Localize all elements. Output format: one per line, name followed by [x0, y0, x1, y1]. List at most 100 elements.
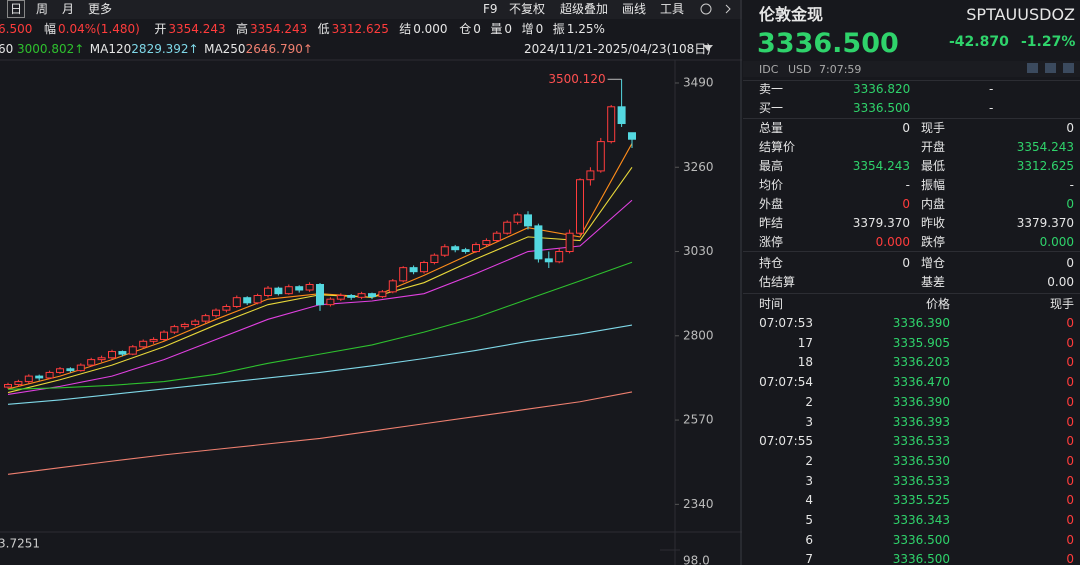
divider: [743, 293, 1080, 294]
divider: [743, 251, 1080, 252]
tool-button[interactable]: F9: [483, 2, 498, 16]
info-label: 幅: [44, 22, 57, 36]
stat-label: 结算价: [759, 140, 796, 154]
icon-button[interactable]: [1045, 63, 1056, 73]
info-label: 高: [236, 22, 249, 36]
trade-volume: 0: [1066, 316, 1074, 330]
candle-body: [56, 368, 64, 373]
book-label: 买一: [759, 101, 784, 115]
settings-icon[interactable]: [700, 3, 712, 15]
candle-body: [191, 320, 200, 325]
candle-body: [378, 291, 387, 298]
y-tick-label: 2570: [683, 413, 714, 427]
info-label: 低: [317, 22, 330, 36]
trade-time: 5: [805, 513, 813, 527]
trade-time: 3: [805, 473, 813, 488]
book-price: 3336.500: [853, 101, 911, 115]
stat-value: 3354.243: [1016, 140, 1074, 154]
stat-value: -: [1069, 178, 1074, 192]
currency: USD: [788, 63, 812, 76]
icon-button[interactable]: [1027, 63, 1038, 73]
candle-body: [160, 331, 168, 340]
candle-body: [565, 232, 574, 253]
candle-body: [253, 294, 262, 304]
stat-label: 昨收: [921, 216, 946, 230]
toolbar-bg: [0, 0, 742, 19]
trade-volume: 0: [1066, 473, 1074, 488]
info-value: 0.04%(1.480): [58, 22, 140, 36]
period-tab[interactable]: 日: [7, 0, 26, 18]
trade-time: 17: [797, 335, 813, 350]
candle-body: [368, 293, 376, 298]
source-bar: [743, 61, 1080, 77]
candle-body: [440, 246, 449, 256]
stat-label: 基差: [921, 275, 946, 289]
period-tab[interactable]: 周: [36, 2, 49, 16]
stat-label: 振幅: [921, 178, 946, 192]
trade-time: 6: [805, 532, 813, 547]
info-label: 开: [154, 22, 167, 36]
date-range: 2024/11/21-2025/04/23(108日): [524, 42, 711, 56]
period-tab[interactable]: 月: [62, 2, 75, 16]
info-label: 量: [490, 22, 503, 36]
candle-body: [524, 214, 532, 227]
candle-body: [534, 225, 543, 260]
trade-time: 7: [805, 552, 813, 565]
trade-price: 3335.905: [892, 335, 950, 350]
candle-body: [576, 179, 584, 234]
info-value: 3312.625: [331, 22, 389, 36]
candle-body: [170, 326, 179, 333]
trade-price: 3336.500: [892, 532, 950, 547]
candle-body: [108, 351, 116, 359]
info-label: 增: [521, 22, 534, 36]
instrument-code: SPTAUUSDOZ: [966, 5, 1075, 24]
instrument-name: 伦敦金现: [759, 5, 824, 24]
stat-value: 3312.625: [1016, 159, 1074, 173]
candle-body: [14, 381, 23, 386]
icon-button[interactable]: [1063, 63, 1074, 73]
stat-value: 0.000: [1039, 235, 1074, 249]
candle-body: [274, 287, 283, 295]
source: IDC: [759, 63, 779, 76]
candle-body: [139, 340, 148, 348]
tool-button[interactable]: 画线: [622, 2, 647, 16]
info-value: 1.25%: [566, 22, 605, 36]
candle-body: [4, 384, 12, 388]
stat-label: 跌停: [921, 235, 946, 249]
tool-button[interactable]: 工具: [660, 2, 685, 16]
stat-label: 总量: [759, 121, 784, 135]
ma-name: MA120: [89, 42, 132, 56]
stat-label: 现手: [921, 121, 946, 135]
candle-body: [326, 298, 335, 306]
candle-body: [232, 297, 241, 307]
range-dropdown[interactable]: [703, 45, 713, 51]
tool-button[interactable]: 不复权: [509, 2, 546, 16]
change: -42.870: [949, 34, 1009, 50]
stat-label: 昨结: [759, 216, 784, 230]
trade-volume: 0: [1066, 493, 1074, 508]
ma-name: 60: [0, 42, 14, 56]
candle-body: [544, 258, 553, 263]
candle-body: [492, 232, 501, 242]
stat-value: 0: [1066, 121, 1074, 135]
candle-body: [284, 286, 293, 295]
trade-price: 3336.203: [892, 355, 950, 370]
more-icon[interactable]: [725, 4, 731, 14]
period-tab[interactable]: 更多: [88, 2, 113, 16]
y-tick-label: 2800: [683, 328, 714, 342]
trade-price: 3336.500: [892, 552, 950, 565]
candle-body: [628, 132, 636, 140]
trade-volume: 0: [1066, 434, 1074, 449]
stat-label: 内盘: [921, 197, 946, 211]
tool-button[interactable]: 超级叠加: [560, 2, 609, 16]
stat-label: 最低: [921, 159, 946, 173]
trade-volume: 0: [1066, 394, 1074, 409]
stat-label: 最高: [759, 159, 784, 173]
candle-body: [87, 359, 96, 366]
trade-time: 4: [805, 493, 813, 508]
stat-label: 增仓: [921, 256, 946, 270]
book-volume: -: [989, 101, 994, 115]
candle-body: [430, 254, 439, 264]
candle-body: [399, 267, 408, 282]
